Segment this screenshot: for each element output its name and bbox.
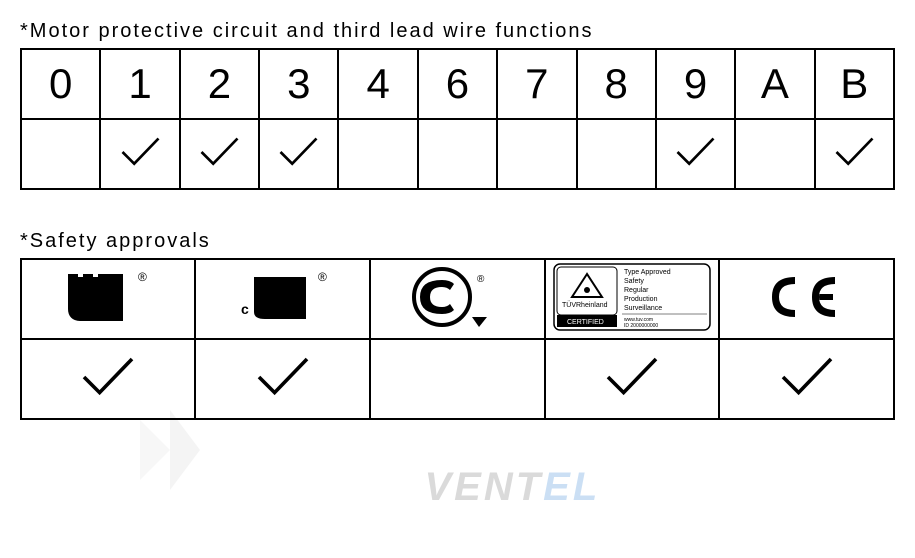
svg-text:ID 2000000000: ID 2000000000	[624, 323, 658, 329]
motor-check-row	[21, 119, 894, 189]
motor-check-4	[338, 119, 417, 189]
ul-cru-logo-cell: c ®	[195, 259, 370, 339]
tuv-logo-cell: TÜVRheinland CERTIFIED Type Approved Saf…	[545, 259, 720, 339]
motor-check-0	[21, 119, 100, 189]
csa-logo-cell: SA ®	[370, 259, 545, 339]
csa-icon: SA ®	[402, 262, 512, 332]
motor-check-9	[656, 119, 735, 189]
motor-check-7	[497, 119, 576, 189]
motor-header-B: B	[815, 49, 894, 119]
motor-header-3: 3	[259, 49, 338, 119]
svg-text:SA: SA	[434, 287, 462, 309]
motor-header-8: 8	[577, 49, 656, 119]
ul-ru-logo-cell: ®	[21, 259, 195, 339]
motor-header-2: 2	[180, 49, 259, 119]
ce-logo-cell	[719, 259, 894, 339]
motor-header-7: 7	[497, 49, 576, 119]
motor-check-3	[259, 119, 338, 189]
safety-check-3	[545, 339, 720, 419]
svg-text:®: ®	[477, 274, 485, 285]
safety-table: ® c ® SA ®	[20, 258, 895, 420]
motor-check-B	[815, 119, 894, 189]
motor-header-9: 9	[656, 49, 735, 119]
motor-title: *Motor protective circuit and third lead…	[20, 20, 895, 43]
ul-ru-icon: ®	[63, 269, 153, 324]
svg-text:TÜVRheinland: TÜVRheinland	[562, 301, 608, 309]
svg-text:Surveillance: Surveillance	[624, 305, 662, 312]
watermark-el: EL	[543, 465, 600, 509]
svg-text:®: ®	[138, 270, 147, 284]
svg-text:Safety: Safety	[624, 278, 644, 285]
ul-cru-icon: c ®	[233, 269, 333, 324]
main-container: VENTEL *Motor protective circuit and thi…	[20, 20, 895, 420]
safety-check-row	[21, 339, 894, 419]
safety-check-2	[370, 339, 545, 419]
svg-text:CERTIFIED: CERTIFIED	[567, 319, 604, 326]
watermark-vent: VENT	[424, 465, 543, 509]
svg-text:Regular: Regular	[624, 287, 649, 294]
motor-check-A	[735, 119, 814, 189]
motor-check-6	[418, 119, 497, 189]
motor-check-8	[577, 119, 656, 189]
motor-header-6: 6	[418, 49, 497, 119]
motor-table: 0 1 2 3 4 6 7 8 9 A B	[20, 48, 895, 190]
safety-check-0	[21, 339, 195, 419]
motor-header-0: 0	[21, 49, 100, 119]
tuv-icon: TÜVRheinland CERTIFIED Type Approved Saf…	[552, 262, 712, 332]
ce-icon	[757, 267, 857, 327]
safety-logo-row: ® c ® SA ®	[21, 259, 894, 339]
svg-text:®: ®	[318, 270, 327, 284]
motor-header-A: A	[735, 49, 814, 119]
motor-check-1	[100, 119, 179, 189]
svg-text:c: c	[241, 301, 249, 317]
motor-check-2	[180, 119, 259, 189]
motor-header-1: 1	[100, 49, 179, 119]
motor-header-4: 4	[338, 49, 417, 119]
svg-text:Production: Production	[624, 296, 658, 303]
svg-text:Type Approved: Type Approved	[624, 269, 671, 276]
motor-header-row: 0 1 2 3 4 6 7 8 9 A B	[21, 49, 894, 119]
safety-title: *Safety approvals	[20, 230, 895, 253]
safety-check-1	[195, 339, 370, 419]
safety-check-4	[719, 339, 894, 419]
